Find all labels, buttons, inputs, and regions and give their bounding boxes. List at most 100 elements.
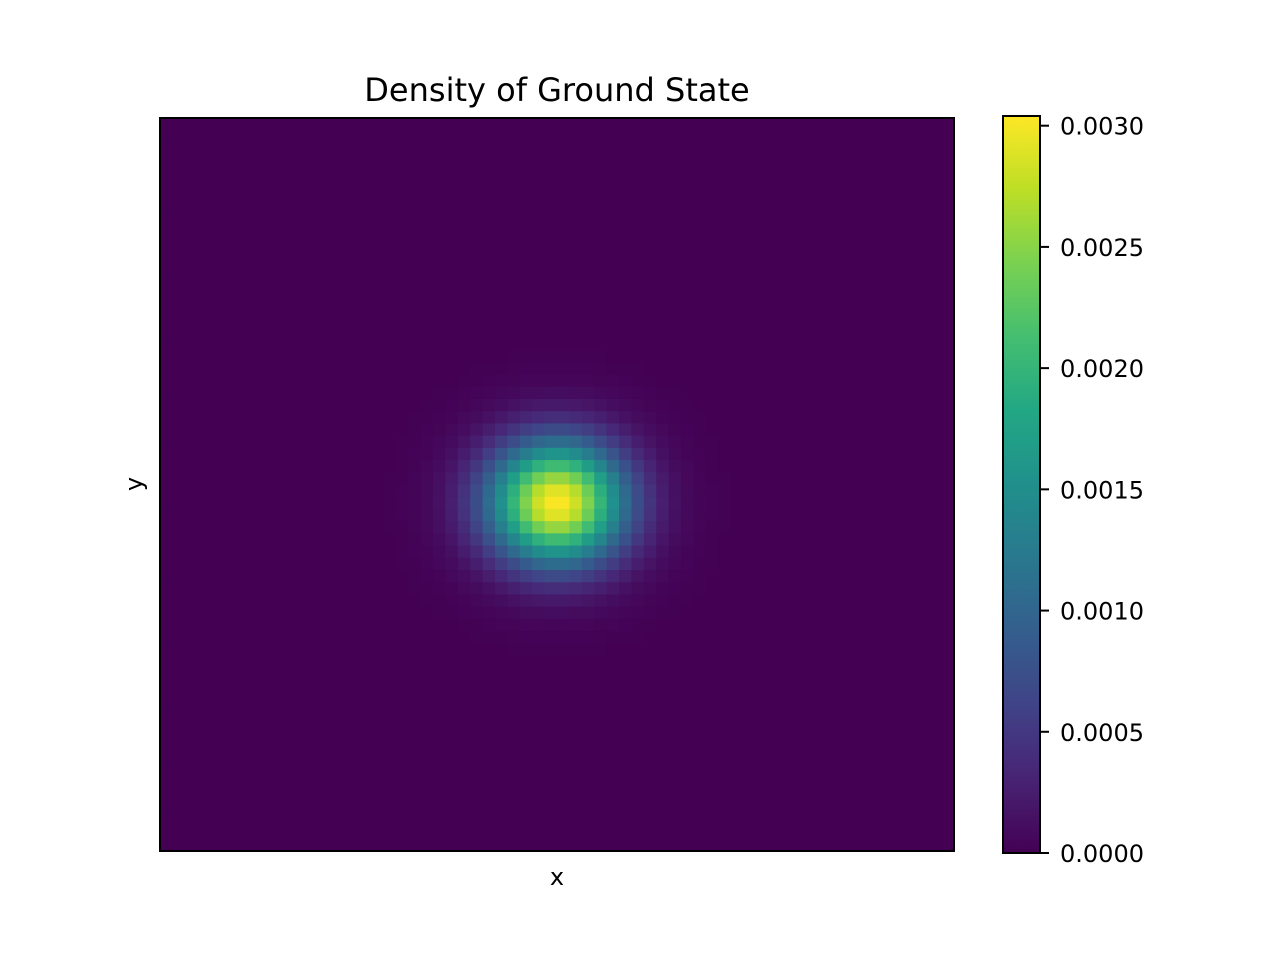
heatmap-cell bbox=[767, 533, 781, 547]
heatmap-cell bbox=[172, 692, 186, 705]
heatmap-cell bbox=[234, 655, 248, 669]
heatmap-cell bbox=[891, 765, 905, 779]
heatmap-cell bbox=[507, 631, 521, 644]
heatmap-cell bbox=[284, 252, 298, 266]
heatmap-cell bbox=[445, 582, 459, 596]
heatmap-cell bbox=[792, 325, 806, 339]
heatmap-cell bbox=[879, 496, 893, 510]
heatmap-cell bbox=[222, 374, 236, 388]
heatmap-cell bbox=[408, 264, 422, 278]
heatmap-cell bbox=[507, 753, 521, 767]
heatmap-cell bbox=[743, 508, 757, 522]
heatmap-cell bbox=[284, 618, 298, 632]
heatmap-cell bbox=[445, 545, 459, 559]
heatmap-cell bbox=[829, 215, 843, 229]
heatmap-cell bbox=[519, 728, 533, 742]
heatmap-cell bbox=[370, 264, 384, 278]
heatmap-cell bbox=[557, 154, 571, 168]
heatmap-cell bbox=[718, 838, 732, 852]
heatmap-cell bbox=[346, 191, 360, 205]
heatmap-cell bbox=[631, 557, 645, 571]
heatmap-cell bbox=[693, 276, 707, 290]
heatmap-cell bbox=[842, 838, 856, 852]
heatmap-cell bbox=[569, 753, 583, 767]
heatmap-cell bbox=[234, 350, 248, 363]
heatmap-cell bbox=[184, 789, 198, 803]
heatmap-cell bbox=[333, 594, 347, 608]
heatmap-cell bbox=[619, 582, 633, 596]
heatmap-cell bbox=[780, 765, 794, 779]
heatmap-cell bbox=[470, 643, 484, 657]
heatmap-cell bbox=[879, 203, 893, 217]
heatmap-cell bbox=[408, 496, 422, 510]
heatmap-cell bbox=[718, 606, 732, 620]
heatmap-cell bbox=[197, 838, 211, 852]
heatmap-cell bbox=[383, 240, 397, 253]
heatmap-cell bbox=[656, 350, 670, 363]
heatmap-cell bbox=[197, 643, 211, 657]
heatmap-cell bbox=[594, 789, 608, 803]
heatmap-cell bbox=[681, 118, 695, 131]
heatmap-cell bbox=[891, 679, 905, 693]
heatmap-cell bbox=[209, 655, 223, 669]
heatmap-cell bbox=[867, 606, 881, 620]
heatmap-cell bbox=[470, 826, 484, 840]
heatmap-cell bbox=[693, 313, 707, 327]
heatmap-cell bbox=[346, 130, 360, 144]
heatmap-cell bbox=[619, 227, 633, 241]
heatmap-cell bbox=[321, 215, 335, 229]
heatmap-cell bbox=[383, 118, 397, 131]
heatmap-cell bbox=[457, 472, 471, 486]
heatmap-cell bbox=[284, 411, 298, 425]
heatmap-cell bbox=[557, 276, 571, 290]
heatmap-cell bbox=[718, 631, 732, 644]
heatmap-cell bbox=[333, 545, 347, 559]
heatmap-cell bbox=[643, 460, 657, 473]
heatmap-cell bbox=[209, 130, 223, 144]
heatmap-cell bbox=[197, 227, 211, 241]
heatmap-cell bbox=[656, 386, 670, 400]
heatmap-cell bbox=[445, 826, 459, 840]
heatmap-cell bbox=[172, 337, 186, 351]
heatmap-cell bbox=[408, 765, 422, 779]
heatmap-cell bbox=[420, 753, 434, 767]
heatmap-cell bbox=[420, 728, 434, 742]
heatmap-cell bbox=[259, 655, 273, 669]
heatmap-cell bbox=[507, 423, 521, 437]
heatmap-cell bbox=[705, 667, 719, 681]
heatmap-cell bbox=[184, 643, 198, 657]
heatmap-cell bbox=[718, 753, 732, 767]
heatmap-cell bbox=[767, 374, 781, 388]
heatmap-cell bbox=[296, 227, 310, 241]
heatmap-cell bbox=[891, 118, 905, 131]
heatmap-cell bbox=[222, 777, 236, 791]
heatmap-cell bbox=[767, 435, 781, 449]
heatmap-cell bbox=[246, 435, 260, 449]
heatmap-cell bbox=[470, 521, 484, 534]
heatmap-cell bbox=[284, 142, 298, 156]
heatmap-cell bbox=[172, 447, 186, 461]
heatmap-cell bbox=[284, 435, 298, 449]
heatmap-cell bbox=[532, 423, 546, 437]
heatmap-cell bbox=[532, 276, 546, 290]
heatmap-cell bbox=[631, 130, 645, 144]
heatmap-cell bbox=[470, 484, 484, 498]
heatmap-cell bbox=[184, 582, 198, 596]
heatmap-cell bbox=[358, 215, 372, 229]
heatmap-cell bbox=[457, 447, 471, 461]
heatmap-cell bbox=[656, 118, 670, 131]
heatmap-cell bbox=[792, 484, 806, 498]
heatmap-cell bbox=[606, 313, 620, 327]
heatmap-cell bbox=[284, 704, 298, 718]
heatmap-cell bbox=[432, 166, 446, 180]
heatmap-cell bbox=[197, 802, 211, 815]
heatmap-cell bbox=[172, 582, 186, 596]
heatmap-cell bbox=[805, 276, 819, 290]
heatmap-cell bbox=[271, 582, 285, 596]
heatmap-cell bbox=[358, 179, 372, 192]
heatmap-cell bbox=[557, 521, 571, 534]
heatmap-cell bbox=[470, 166, 484, 180]
heatmap-cell bbox=[383, 667, 397, 681]
heatmap-cell bbox=[222, 240, 236, 253]
heatmap-cell bbox=[854, 667, 868, 681]
